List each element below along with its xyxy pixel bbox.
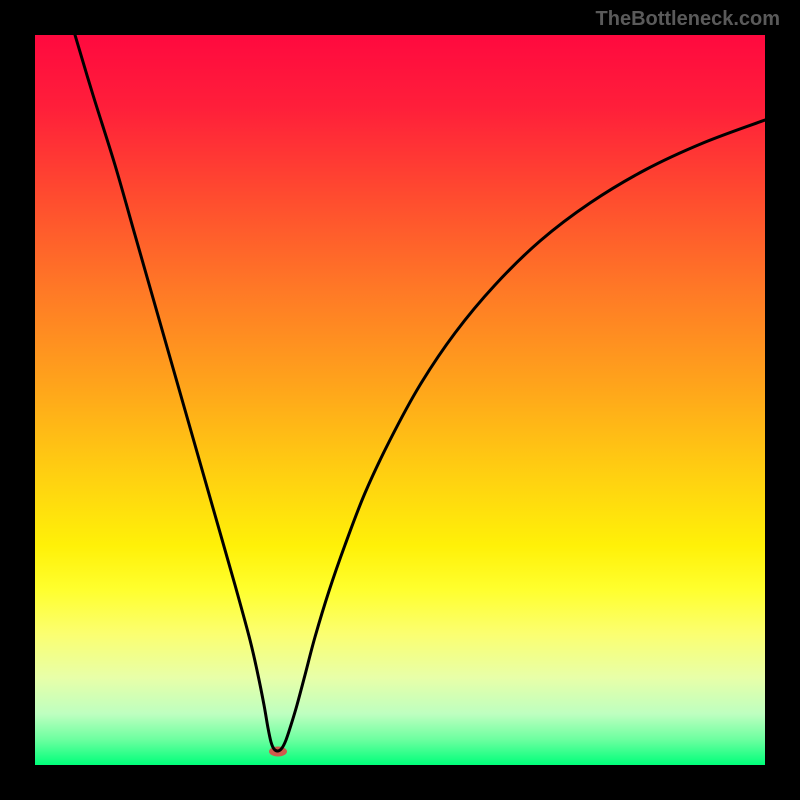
curve-layer [35,35,765,765]
watermark-text: TheBottleneck.com [596,8,780,31]
plot-area [35,35,765,765]
bottleneck-curve [75,35,765,751]
chart-frame: TheBottleneck.com [0,0,800,800]
